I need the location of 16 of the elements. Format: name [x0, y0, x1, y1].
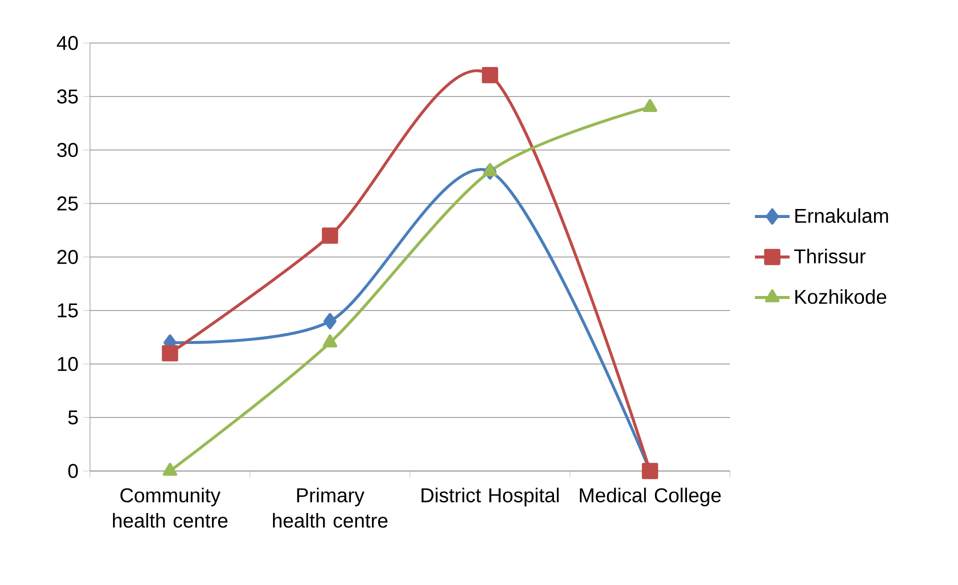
y-tick-label: 0	[68, 464, 78, 478]
x-tick-label: District Hospital	[422, 488, 559, 506]
y-tick-label: 10	[58, 356, 78, 372]
y-tick-label: 20	[57, 250, 78, 264]
y-tick-label: 15	[58, 304, 78, 318]
legend-label: Ernakulam	[795, 208, 888, 223]
y-tick-label: 40	[56, 36, 78, 50]
legend-label: Kozhikode	[795, 289, 886, 304]
y-tick-label: 35	[57, 89, 78, 104]
legend-label: Thrissur	[794, 248, 866, 264]
x-tick-label: Primary health centre	[273, 488, 388, 528]
y-tick-label: 30	[57, 142, 78, 158]
y-tick-label: 25	[57, 196, 78, 211]
x-tick-label: Community health centre	[113, 488, 228, 528]
x-tick-label: Medical College	[580, 488, 721, 506]
y-tick-label: 5	[68, 410, 78, 424]
